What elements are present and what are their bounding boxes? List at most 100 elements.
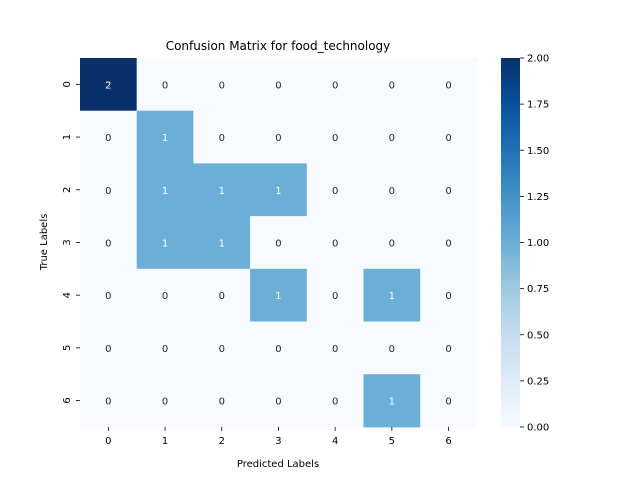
cell-value-label: 0 (219, 397, 225, 408)
cell-value-label: 1 (389, 291, 395, 302)
heatmap-cell (80, 216, 138, 270)
colorbar-tick-label: 0.50 (527, 330, 549, 341)
colorbar-tick-label: 0.25 (527, 376, 549, 387)
colorbar-tick-label: 1.00 (527, 238, 549, 249)
cell-value-label: 0 (332, 238, 338, 249)
cell-value-label: 0 (332, 291, 338, 302)
heatmap-cell (306, 216, 364, 270)
heatmap-cell (306, 110, 364, 164)
cell-value-label: 0 (219, 80, 225, 91)
cell-value-label: 0 (445, 133, 451, 144)
heatmap-cell (363, 268, 421, 322)
cell-value-label: 0 (275, 397, 281, 408)
cell-value-label: 0 (275, 80, 281, 91)
x-axis-label: Predicted Labels (237, 459, 319, 470)
heatmap-cell (193, 268, 251, 322)
heatmap-cell (136, 110, 194, 164)
heatmap-cells: 2 0 0 0 0 0 0 0 1 0 0 0 0 0 0 1 1 1 0 0 0 0 1 1 0 0 0 0 0 0 0 1 0 1 0 0 0 0 0 0… (80, 58, 478, 428)
heatmap-cell (80, 374, 138, 428)
heatmap-cell (80, 58, 138, 112)
cell-value-label: 0 (389, 133, 395, 144)
cell-value-label: 2 (105, 80, 111, 91)
heatmap-cell (136, 58, 194, 112)
heatmap-cell (250, 374, 308, 428)
heatmap-cell (420, 374, 478, 428)
heatmap-cell (136, 374, 194, 428)
y-tick-label: 0 (62, 81, 73, 87)
cell-value-label: 0 (105, 238, 111, 249)
heatmap-cell (250, 321, 308, 375)
cell-value-label: 0 (219, 133, 225, 144)
x-tick-label: 3 (275, 436, 281, 447)
x-axis-ticks: 0 1 2 3 4 5 6 (105, 426, 452, 447)
heatmap-cell (250, 163, 308, 217)
cell-value-label: 0 (445, 80, 451, 91)
cell-value-label: 0 (275, 133, 281, 144)
heatmap-cell (420, 321, 478, 375)
x-tick-label: 0 (105, 436, 111, 447)
colorbar-gradient (501, 58, 520, 427)
cell-value-label: 0 (105, 186, 111, 197)
heatmap-cell (193, 374, 251, 428)
cell-value-label: 0 (105, 344, 111, 355)
colorbar-tick-label: 1.75 (527, 100, 549, 111)
cell-value-label: 0 (105, 291, 111, 302)
cell-value-label: 0 (275, 238, 281, 249)
heatmap-cell (363, 58, 421, 112)
heatmap-cell (250, 216, 308, 270)
heatmap-cell (363, 321, 421, 375)
cell-value-label: 0 (332, 344, 338, 355)
heatmap-cell (306, 321, 364, 375)
heatmap-cell (193, 110, 251, 164)
cell-value-label: 1 (275, 291, 281, 302)
y-axis-label: True Labels (39, 214, 50, 272)
cell-value-label: 1 (162, 133, 168, 144)
cell-value-label: 0 (275, 344, 281, 355)
heatmap-cell (306, 268, 364, 322)
heatmap-cell (250, 58, 308, 112)
heatmap-cell (420, 216, 478, 270)
heatmap-cell (363, 216, 421, 270)
heatmap-cell (420, 58, 478, 112)
colorbar-tick-label: 1.50 (527, 146, 549, 157)
cell-value-label: 0 (332, 186, 338, 197)
heatmap-cell (250, 110, 308, 164)
cell-value-label: 0 (162, 397, 168, 408)
cell-value-label: 1 (389, 397, 395, 408)
y-tick-label: 1 (62, 134, 73, 140)
cell-value-label: 0 (332, 80, 338, 91)
heatmap-cell (80, 321, 138, 375)
colorbar-tick-label: 2.00 (527, 54, 549, 65)
heatmap-cell (136, 163, 194, 217)
cell-value-label: 0 (219, 344, 225, 355)
cell-value-label: 1 (162, 186, 168, 197)
cell-value-label: 0 (162, 291, 168, 302)
colorbar-tick-label: 0.75 (527, 284, 549, 295)
cell-value-label: 0 (445, 186, 451, 197)
heatmap-cell (80, 110, 138, 164)
heatmap-cell (306, 163, 364, 217)
colorbar-tick-label: 1.25 (527, 192, 549, 203)
heatmap-cell (420, 268, 478, 322)
cell-value-label: 0 (219, 291, 225, 302)
y-axis-ticks: 0 1 2 3 4 5 6 (62, 81, 80, 404)
cell-value-label: 1 (219, 238, 225, 249)
heatmap-cell (193, 216, 251, 270)
cell-value-label: 0 (445, 344, 451, 355)
heatmap-cell (420, 163, 478, 217)
cell-value-label: 1 (275, 186, 281, 197)
heatmap-cell (363, 374, 421, 428)
colorbar-ticks: 0.00 0.25 0.50 0.75 1.00 1.25 1.50 1.75 2.00 (520, 54, 549, 434)
cell-value-label: 0 (332, 397, 338, 408)
heatmap-cell (420, 110, 478, 164)
y-tick-label: 4 (62, 292, 73, 298)
heatmap-cell (193, 58, 251, 112)
heatmap-cell (193, 163, 251, 217)
x-tick-label: 4 (332, 436, 338, 447)
heatmap-cell (306, 58, 364, 112)
heatmap-cell (136, 268, 194, 322)
cell-value-label: 0 (332, 133, 338, 144)
colorbar: 0.00 0.25 0.50 0.75 1.00 1.25 1.50 1.75 2.00 (501, 54, 549, 434)
heatmap-cell (363, 110, 421, 164)
